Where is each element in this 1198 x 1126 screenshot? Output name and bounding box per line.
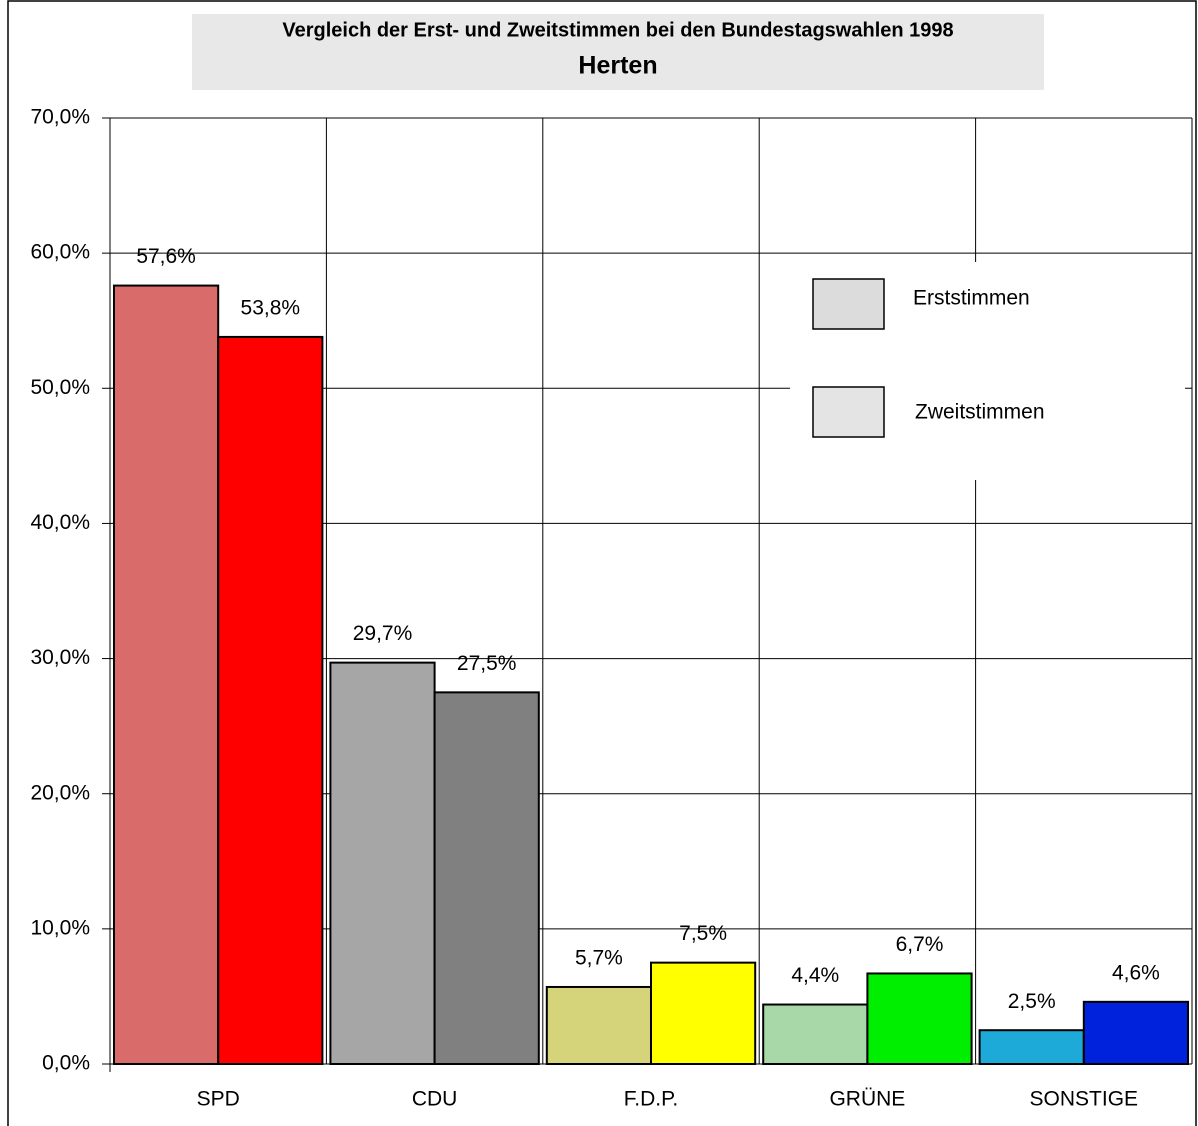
x-tick-label: SPD <box>197 1088 240 1111</box>
data-label: 53,8% <box>241 296 301 319</box>
x-tick-label: GRÜNE <box>829 1088 905 1111</box>
x-tick-label: SONSTIGE <box>1030 1088 1139 1111</box>
chart-title: Vergleich der Erst- und Zweitstimmen bei… <box>282 19 953 41</box>
y-tick-label: 40,0% <box>30 511 90 534</box>
data-label: 4,4% <box>791 964 839 987</box>
bar <box>217 335 324 1065</box>
y-tick-label: 30,0% <box>30 646 90 669</box>
legend-label: Erststimmen <box>913 287 1030 310</box>
data-label: 4,6% <box>1112 961 1160 984</box>
legend-swatch <box>812 386 885 438</box>
bar <box>329 661 436 1066</box>
data-label: 6,7% <box>896 933 944 956</box>
y-tick-label: 20,0% <box>30 781 90 804</box>
y-tick-label: 60,0% <box>30 241 90 264</box>
x-tick-label: CDU <box>412 1088 458 1111</box>
y-tick-label: 50,0% <box>30 376 90 399</box>
data-label: 5,7% <box>575 947 623 970</box>
chart-subtitle: Herten <box>578 52 657 80</box>
x-tick-label: F.D.P. <box>624 1088 678 1111</box>
y-tick-label: 0,0% <box>42 1052 90 1075</box>
bar <box>1082 1000 1190 1066</box>
bar <box>650 961 757 1066</box>
title-box <box>192 14 1044 90</box>
y-tick-label: 10,0% <box>30 916 90 939</box>
bar <box>545 985 652 1065</box>
data-label: 7,5% <box>679 922 727 945</box>
bar <box>113 284 220 1065</box>
data-label: 29,7% <box>353 622 413 645</box>
frame <box>7 0 1197 1126</box>
bar <box>866 972 973 1065</box>
data-label: 57,6% <box>136 245 196 268</box>
bar <box>762 1003 869 1066</box>
legend-swatch <box>812 278 885 330</box>
data-label: 2,5% <box>1008 990 1056 1013</box>
bar <box>433 691 540 1065</box>
y-tick-label: 70,0% <box>30 106 90 129</box>
legend-label: Zweitstimmen <box>915 401 1045 424</box>
data-label: 27,5% <box>457 652 517 675</box>
bar <box>978 1029 1085 1065</box>
